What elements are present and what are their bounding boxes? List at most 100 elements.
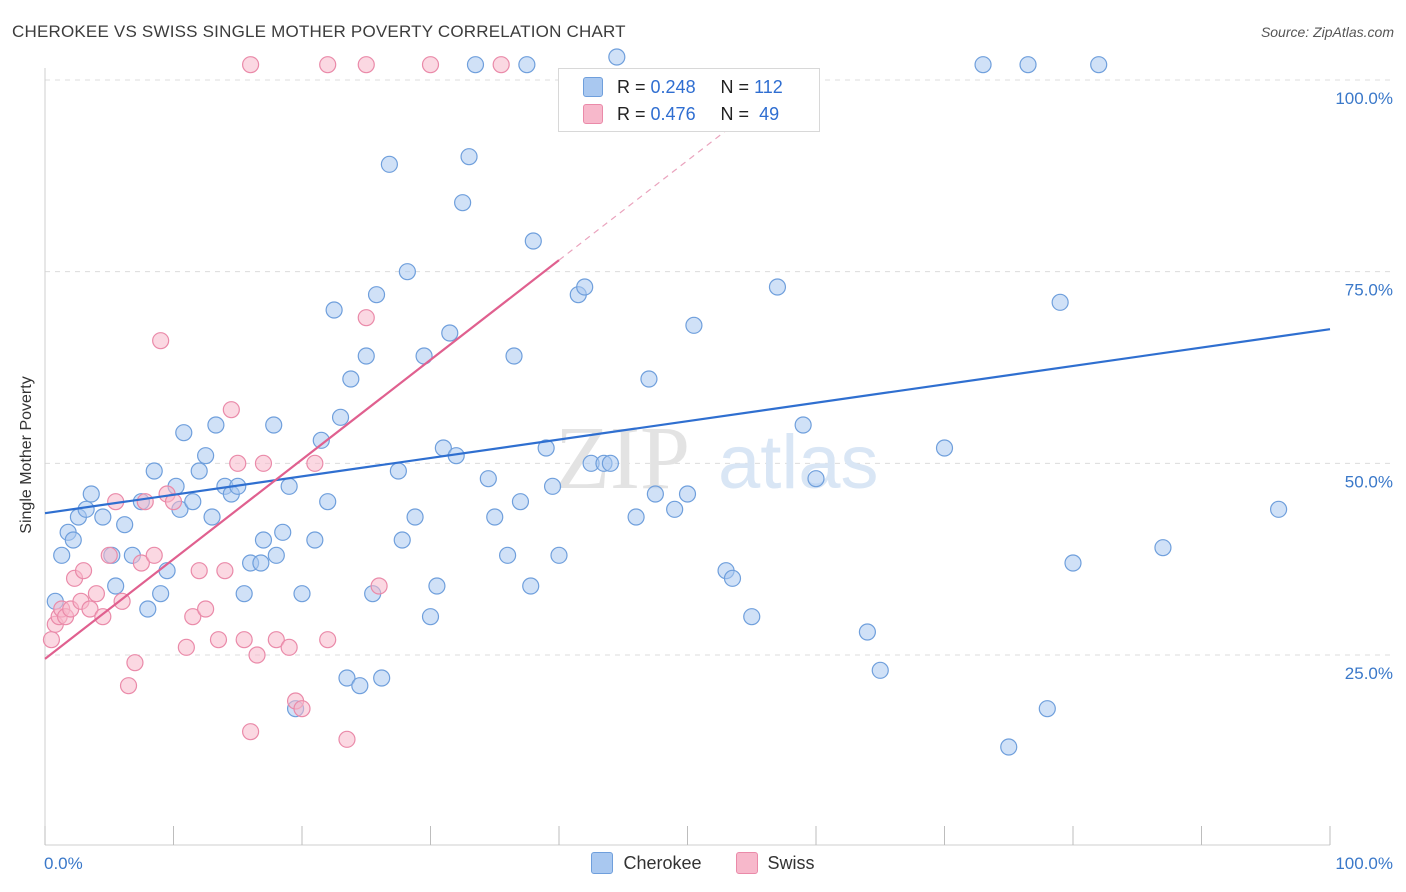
cherokee-point	[807, 470, 825, 488]
cherokee-point	[646, 485, 664, 503]
trend-lines	[44, 110, 1331, 660]
cherokee-point	[858, 623, 877, 641]
cherokee-point	[454, 194, 472, 212]
legend-label-cherokee: Cherokee	[623, 852, 702, 873]
swiss-point	[94, 608, 112, 626]
swiss-point	[81, 600, 99, 618]
swiss-point	[119, 677, 138, 695]
swiss-point	[113, 592, 131, 610]
swiss-point	[136, 493, 154, 511]
cherokee-point	[331, 408, 350, 426]
swiss-point	[357, 56, 375, 74]
axes	[44, 68, 1331, 846]
cherokee-point	[743, 608, 761, 626]
cherokee-point	[666, 500, 684, 518]
cherokee-point	[511, 493, 530, 511]
cherokee-point	[145, 462, 163, 480]
swiss-point	[235, 631, 253, 649]
y-tick-label: 25.0%	[1345, 664, 1393, 683]
cherokee-point	[627, 508, 645, 526]
cherokee-point	[550, 546, 568, 564]
cherokee-point	[152, 585, 170, 603]
chart-source: Source: ZipAtlas.com	[1260, 24, 1394, 40]
swiss-point	[209, 631, 228, 649]
swiss-point	[357, 309, 375, 327]
swiss-trendline-extension	[558, 110, 753, 261]
cherokee-point	[794, 416, 812, 434]
swiss-point	[197, 600, 215, 618]
watermark: ZIP atlas	[555, 409, 879, 508]
cherokee-point	[685, 316, 703, 334]
swiss-point	[229, 454, 247, 472]
swiss-point	[87, 585, 106, 603]
cherokee-point	[197, 447, 215, 465]
cherokee-point	[466, 56, 485, 74]
cherokee-point	[139, 600, 157, 618]
cherokee-point	[351, 677, 369, 695]
cherokee-point	[184, 493, 202, 511]
cherokee-point	[116, 516, 134, 534]
swiss-point	[492, 56, 510, 74]
cherokee-point	[428, 577, 446, 595]
cherokee-point	[342, 370, 360, 388]
cherokee-point	[107, 577, 125, 595]
n-value: 112	[754, 76, 783, 97]
swiss-point	[370, 577, 388, 595]
swiss-point	[126, 654, 144, 672]
watermark-zip: ZIP	[555, 409, 690, 508]
data-points	[42, 48, 1288, 756]
swiss-point	[319, 631, 337, 649]
cherokee-point	[1000, 738, 1018, 756]
cherokee-point	[325, 301, 343, 319]
cherokee-point	[460, 148, 478, 166]
cherokee-point	[203, 508, 221, 526]
cherokee-point	[601, 454, 620, 472]
cherokee-point	[389, 462, 407, 480]
cherokee-point	[267, 546, 285, 564]
cherokee-point	[1038, 700, 1056, 718]
cherokee-point	[367, 286, 386, 304]
r-value: 0.476	[650, 103, 696, 124]
swiss-point	[421, 56, 440, 74]
swiss-point	[74, 562, 93, 580]
y-tick-label: 100.0%	[1335, 89, 1393, 108]
cherokee-swatch	[591, 852, 614, 874]
cherokee-point	[1019, 56, 1037, 74]
cherokee-point	[77, 500, 95, 518]
cherokee-point	[723, 569, 742, 587]
watermark-atlas: atlas	[718, 420, 879, 505]
cherokee-point	[522, 577, 540, 595]
swiss-point	[338, 730, 356, 748]
swiss-point	[132, 554, 150, 572]
swiss-point	[190, 562, 208, 580]
cherokee-point	[518, 56, 536, 74]
swiss-point	[222, 401, 240, 419]
cherokee-point	[640, 370, 658, 388]
cherokee-point	[1051, 293, 1069, 311]
cherokee-point	[274, 523, 292, 541]
r-label: R =	[617, 76, 646, 97]
cherokee-point	[207, 416, 225, 434]
r-value: 0.248	[650, 76, 696, 97]
swiss-point	[293, 700, 311, 718]
swiss-point	[100, 546, 118, 564]
cherokee-point	[576, 278, 594, 296]
cherokee-point	[254, 531, 273, 549]
cherokee-point	[338, 669, 356, 687]
cherokee-point	[380, 155, 398, 173]
cherokee-point	[293, 585, 311, 603]
cherokee-point	[543, 477, 562, 495]
cherokee-point	[505, 347, 523, 365]
series-legend: Cherokee Swiss	[0, 852, 1406, 874]
cherokee-point	[252, 554, 270, 572]
stats-legend: R = 0.248 N = 112 R = 0.476 N = 49	[558, 68, 820, 132]
cherokee-point	[280, 477, 298, 495]
swiss-point	[242, 56, 260, 74]
cherokee-point	[235, 585, 253, 603]
cherokee-point	[1154, 539, 1172, 557]
cherokee-point	[974, 56, 992, 74]
cherokee-point	[524, 232, 542, 250]
cherokee-point	[175, 424, 193, 442]
cherokee-point	[1269, 500, 1288, 518]
